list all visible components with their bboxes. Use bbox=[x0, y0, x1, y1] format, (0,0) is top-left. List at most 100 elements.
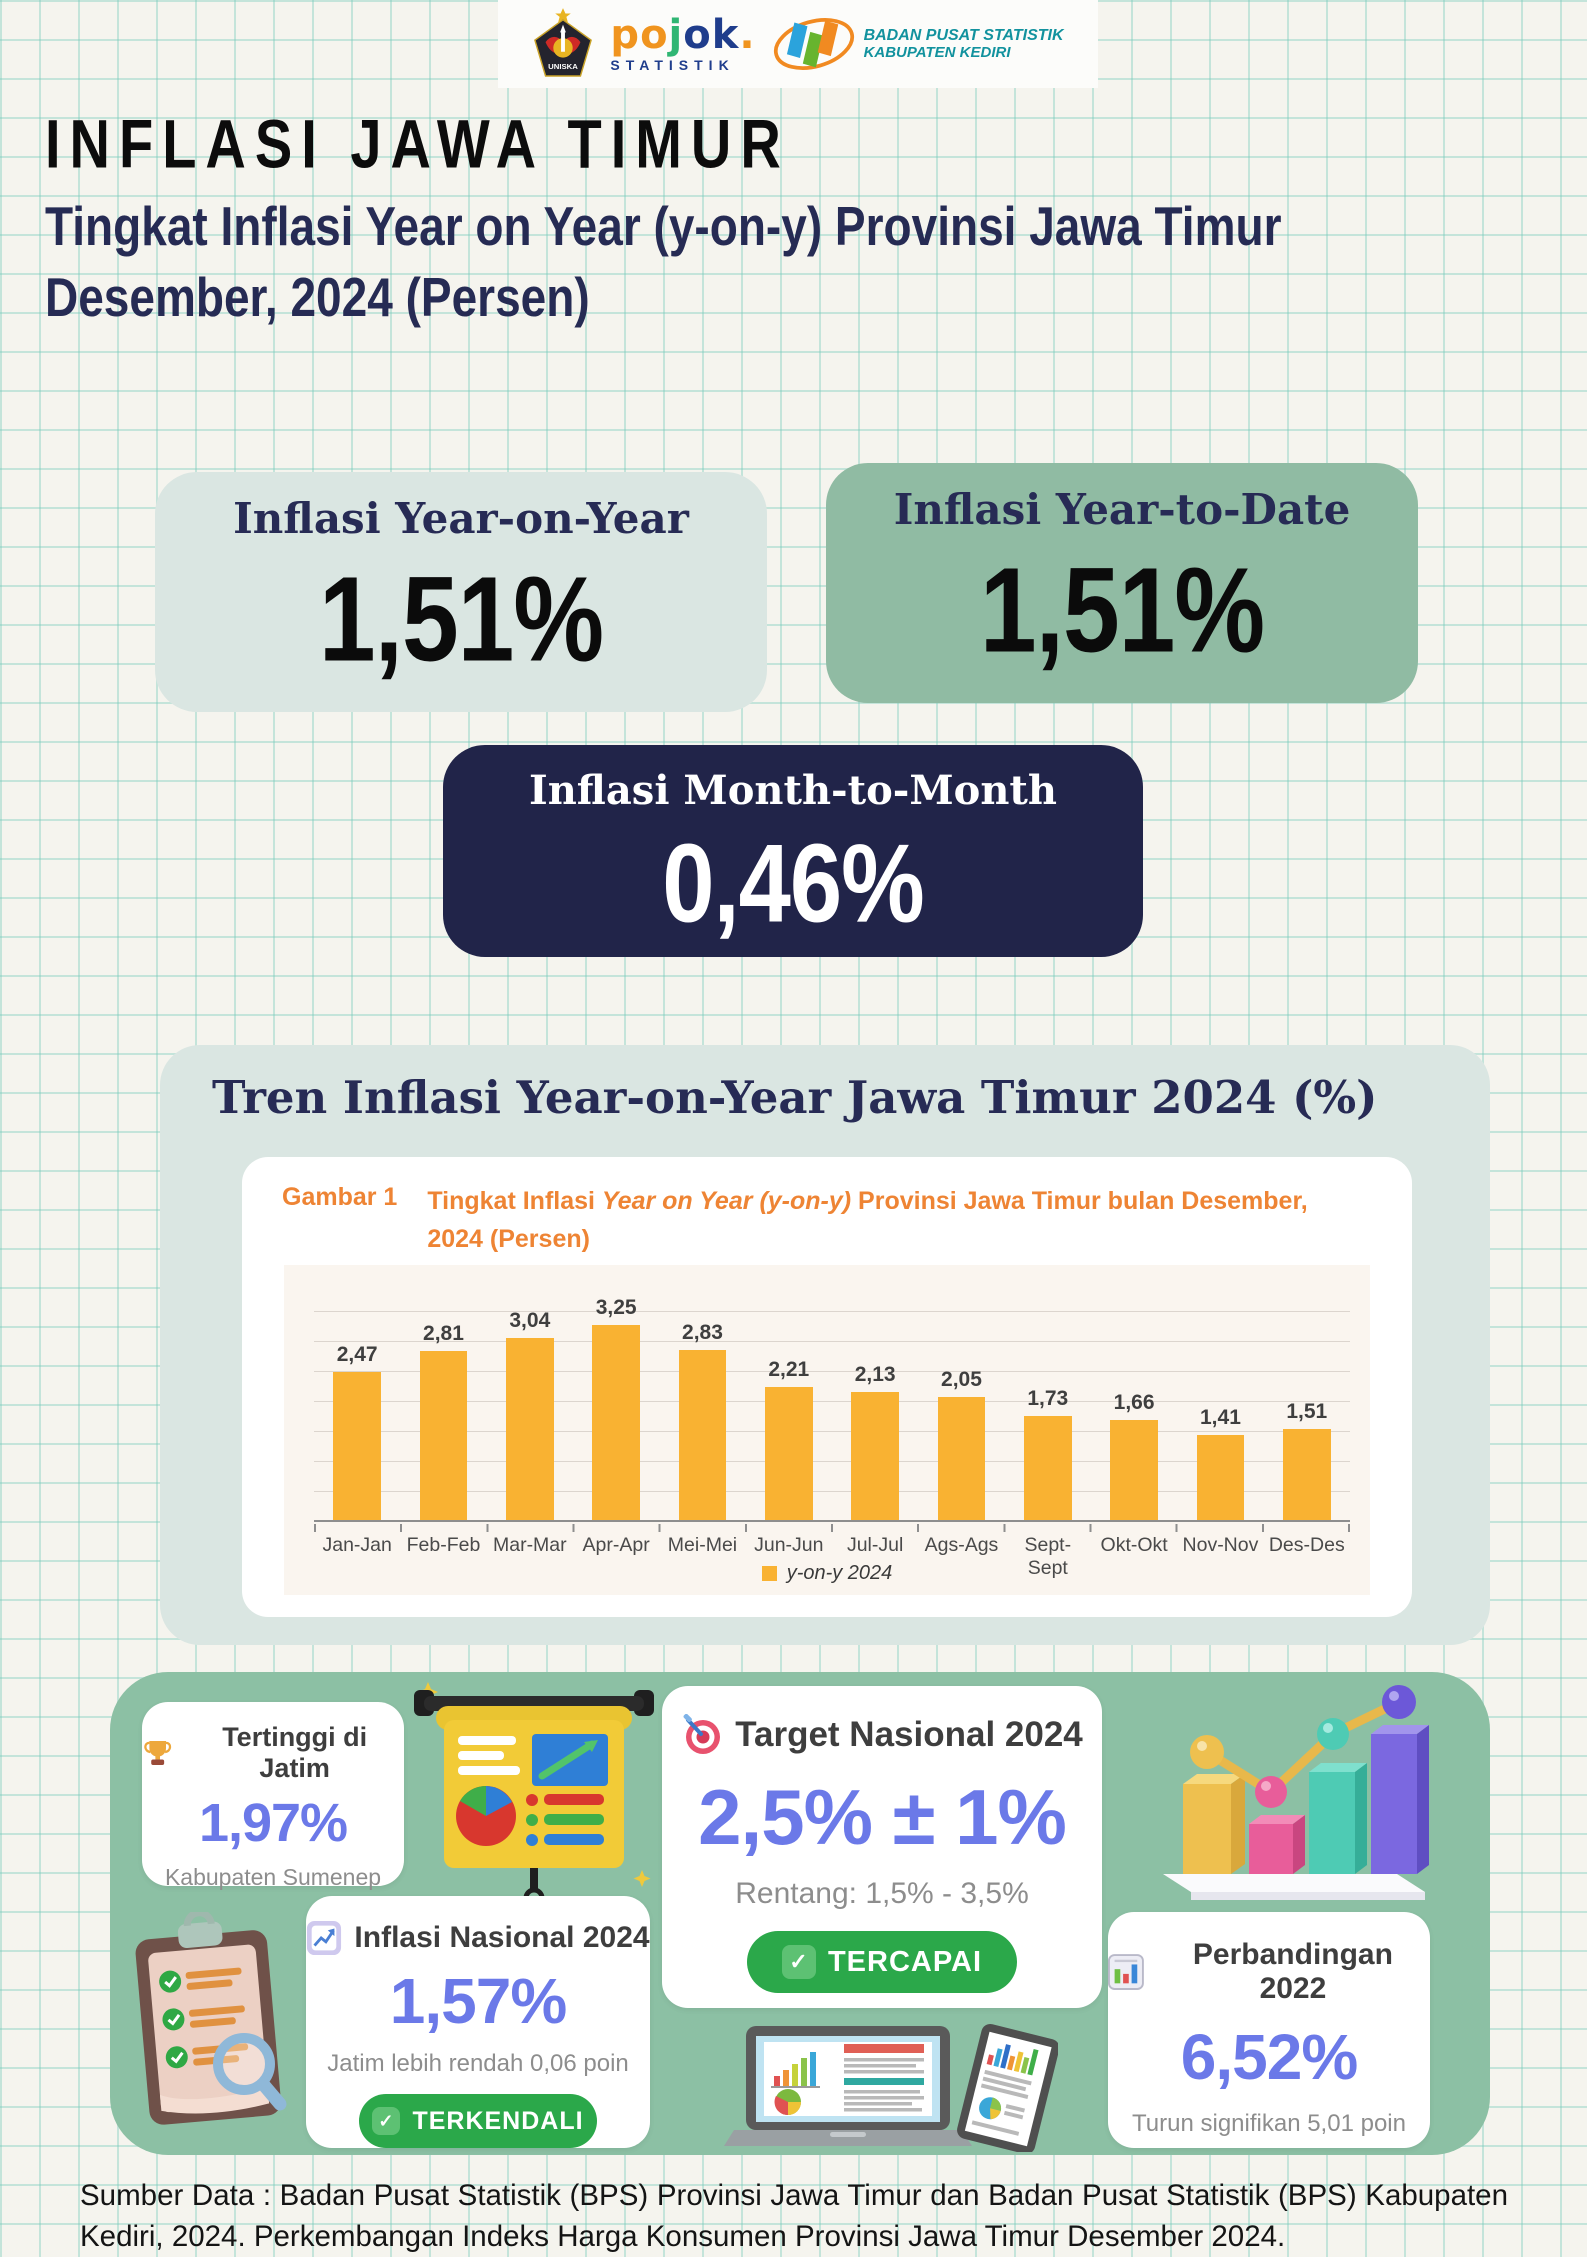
highlights-panel: Tertinggi di Jatim 1,97% Kabupaten Sumen… bbox=[110, 1672, 1490, 2155]
checklist-rows bbox=[159, 1967, 249, 2069]
bar-value-label: 1,73 bbox=[1027, 1387, 1069, 1411]
x-axis-label: Ags-Ags bbox=[924, 1534, 999, 1556]
pojok-letter: k bbox=[711, 12, 740, 58]
bar-column: 2,47 bbox=[314, 1277, 400, 1520]
chart-section-title: Tren Inflasi Year-on-Year Jawa Timur 202… bbox=[212, 1071, 1378, 1124]
trophy-icon bbox=[144, 1741, 172, 1765]
stat-card-mtm-label: Inflasi Month-to-Month bbox=[529, 767, 1057, 814]
target-dart-icon bbox=[683, 1714, 721, 1754]
stat-card-yoy-value: 1,51% bbox=[318, 552, 604, 687]
pojok-letter: . bbox=[739, 12, 756, 58]
caption-italic1: Year on Year bbox=[601, 1187, 753, 1215]
bar-teal bbox=[1309, 1763, 1367, 1874]
tertinggi-subtext: Kabupaten Sumenep bbox=[164, 1864, 382, 1890]
perbandingan-header: Perbandingan 2022 bbox=[1108, 1938, 1430, 2006]
target-subtext: Rentang: 1,5% - 3,5% bbox=[735, 1877, 1029, 1910]
nasional-badge-label: TERKENDALI bbox=[412, 2106, 584, 2135]
x-axis-label: Jan-Jan bbox=[322, 1534, 392, 1556]
bar bbox=[1024, 1416, 1072, 1520]
bar-value-label: 2,13 bbox=[854, 1363, 896, 1387]
chart-caption: Gambar 1 Tingkat Inflasi Year on Year (y… bbox=[242, 1157, 1412, 1258]
chart-figure-card: Gambar 1 Tingkat Inflasi Year on Year (y… bbox=[242, 1157, 1412, 1617]
chart-legend: y-on-y 2024 bbox=[284, 1562, 1370, 1585]
bps-name-line1: BADAN PUSAT STATISTIK bbox=[863, 26, 1064, 44]
uniska-logo-icon: UNISKA bbox=[534, 8, 593, 77]
chart-increasing-icon bbox=[307, 1920, 342, 1956]
page-subtitle-line1: Tingkat Inflasi Year on Year (y-on-y) Pr… bbox=[45, 195, 1282, 257]
bar-column: 3,04 bbox=[487, 1277, 573, 1520]
chart-axis-ticks bbox=[314, 1524, 1350, 1532]
highlight-card-tertinggi: Tertinggi di Jatim 1,97% Kabupaten Sumen… bbox=[142, 1702, 404, 1890]
bar bbox=[765, 1387, 813, 1520]
target-header: Target Nasional 2024 bbox=[662, 1714, 1102, 1756]
stat-card-mtm-value: 0,46% bbox=[662, 821, 925, 946]
bar-column: 2,83 bbox=[659, 1277, 745, 1520]
magnifier-icon bbox=[213, 2033, 287, 2111]
tertinggi-header: Tertinggi di Jatim bbox=[142, 1722, 404, 1784]
gridline bbox=[314, 1401, 1350, 1402]
header-logo-strip: UNISKA pojok. STATISTIK BADAN PUSAT STAT… bbox=[498, 0, 1098, 88]
pojok-letter: p bbox=[610, 12, 641, 58]
bar-chart-icon bbox=[1108, 1954, 1144, 1990]
nasional-subtext: Jatim lebih rendah 0,06 poin bbox=[327, 2050, 629, 2077]
target-label: Target Nasional 2024 bbox=[735, 1715, 1083, 1754]
gridline bbox=[314, 1461, 1350, 1462]
tablet-bars bbox=[986, 2044, 1039, 2076]
target-status-badge: ✓ TERCAPAI bbox=[747, 1931, 1017, 1993]
bar-value-label: 2,83 bbox=[682, 1321, 723, 1345]
pojok-letter: o bbox=[640, 12, 669, 58]
pojok-wordmark: pojok. STATISTIK bbox=[610, 15, 755, 73]
target-badge-label: TERCAPAI bbox=[827, 1945, 983, 1978]
gridline bbox=[314, 1371, 1350, 1372]
chart-gridlines bbox=[314, 1277, 1350, 1522]
bar-yellow bbox=[1183, 1774, 1245, 1874]
highlight-card-target: Target Nasional 2024 2,5% ± 1% Rentang: … bbox=[662, 1686, 1102, 2008]
bar-column: 1,51 bbox=[1264, 1277, 1350, 1520]
laptop bbox=[724, 2026, 972, 2146]
gridline bbox=[314, 1431, 1350, 1432]
stat-card-ytd-label: Inflasi Year-to-Date bbox=[893, 485, 1351, 534]
stat-card-yoy: Inflasi Year-on-Year 1,51% bbox=[155, 472, 767, 712]
bar bbox=[1283, 1429, 1331, 1520]
tertinggi-label: Tertinggi di Jatim bbox=[222, 1722, 368, 1783]
trend-line bbox=[1190, 1685, 1416, 1808]
highlight-card-perbandingan: Perbandingan 2022 6,52% Turun signifikan… bbox=[1108, 1912, 1430, 2148]
bar-column: 1,73 bbox=[1005, 1277, 1091, 1520]
bps-logo-block: BADAN PUSAT STATISTIK KABUPATEN KEDIRI bbox=[772, 16, 1064, 72]
bps-name-line2: KABUPATEN KEDIRI bbox=[863, 43, 1011, 61]
bar-value-label: 2,81 bbox=[423, 1322, 464, 1346]
clipboard-illustration bbox=[135, 1912, 287, 2125]
bar-column: 2,13 bbox=[832, 1277, 918, 1520]
screen-text-lines bbox=[844, 2044, 924, 2112]
bar-column: 2,21 bbox=[746, 1277, 832, 1520]
legend-swatch bbox=[761, 1566, 777, 1581]
bar-value-label: 3,25 bbox=[595, 1296, 637, 1319]
x-axis-label: Jun-Jun bbox=[754, 1534, 824, 1556]
legend-label: y-on-y 2024 bbox=[786, 1562, 893, 1584]
bar-value-label: 1,41 bbox=[1200, 1406, 1241, 1430]
x-axis-label: Okt-Okt bbox=[1100, 1534, 1168, 1556]
check-icon: ✓ bbox=[372, 2107, 401, 2135]
caption-post: Provinsi Jawa Timur bulan Desember, 2024… bbox=[427, 1187, 1308, 1253]
page-subtitle: Tingkat Inflasi Year on Year (y-on-y) Pr… bbox=[45, 192, 1281, 333]
x-axis-label: Sept-Sept bbox=[1024, 1534, 1072, 1579]
x-axis-label: Jul-Jul bbox=[846, 1534, 904, 1556]
gridline bbox=[314, 1311, 1350, 1312]
bar bbox=[1196, 1435, 1245, 1520]
bar-value-label: 2,05 bbox=[941, 1368, 982, 1391]
page-subtitle-line2: Desember, 2024 (Persen) bbox=[45, 266, 590, 328]
bar-column: 3,25 bbox=[573, 1277, 659, 1520]
chart-section-card: Tren Inflasi Year-on-Year Jawa Timur 202… bbox=[160, 1045, 1490, 1645]
bar-chart-plot: 2,47 2,81 3,04 3,25 2,83 2,21 2,13 2,05 1,73 1,66… bbox=[284, 1265, 1370, 1595]
nasional-value: 1,57% bbox=[389, 1965, 567, 2037]
caption-pre: Tingkat Inflasi bbox=[427, 1187, 602, 1215]
pojok-wordmark-text: pojok. bbox=[610, 15, 755, 55]
x-axis-label: Apr-Apr bbox=[582, 1534, 650, 1556]
bar-value-label: 1,51 bbox=[1286, 1400, 1328, 1424]
perbandingan-value: 6,52% bbox=[1180, 2021, 1358, 2093]
x-axis-label: Mar-Mar bbox=[492, 1534, 567, 1556]
bps-logo-text: BADAN PUSAT STATISTIK KABUPATEN KEDIRI bbox=[864, 27, 1064, 61]
bar-value-label: 3,04 bbox=[509, 1308, 551, 1332]
x-axis-label: Nov-Nov bbox=[1182, 1534, 1259, 1556]
bar bbox=[851, 1392, 899, 1520]
